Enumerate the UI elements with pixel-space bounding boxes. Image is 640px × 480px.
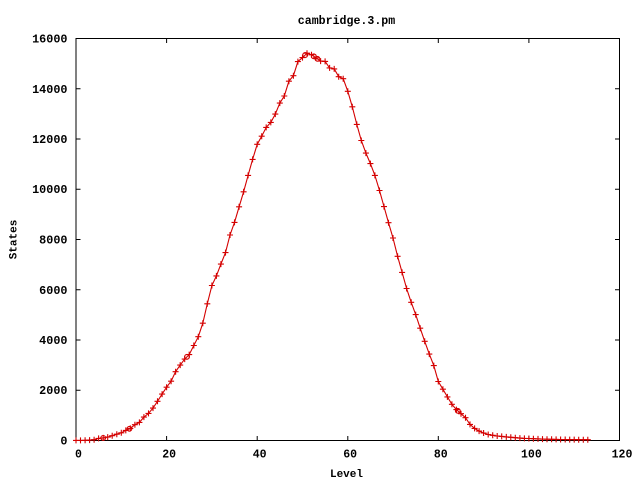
svg-text:6000: 6000: [39, 284, 67, 298]
svg-text:8000: 8000: [39, 234, 67, 248]
svg-text:14000: 14000: [32, 83, 67, 97]
svg-text:40: 40: [253, 449, 267, 462]
svg-text:12000: 12000: [32, 133, 67, 147]
svg-text:60: 60: [343, 449, 357, 462]
svg-text:4000: 4000: [39, 334, 67, 348]
svg-text:20: 20: [162, 449, 176, 462]
svg-text:States: States: [9, 220, 21, 260]
svg-text:120: 120: [612, 449, 633, 462]
svg-text:Level: Level: [330, 469, 363, 480]
svg-text:10000: 10000: [32, 183, 67, 197]
svg-text:0: 0: [60, 435, 67, 449]
svg-text:16000: 16000: [32, 33, 67, 47]
svg-text:2000: 2000: [39, 384, 67, 398]
svg-text:0: 0: [75, 449, 82, 462]
svg-text:80: 80: [434, 449, 448, 462]
svg-text:cambridge.3.pm: cambridge.3.pm: [298, 15, 395, 28]
svg-text:100: 100: [521, 449, 542, 462]
